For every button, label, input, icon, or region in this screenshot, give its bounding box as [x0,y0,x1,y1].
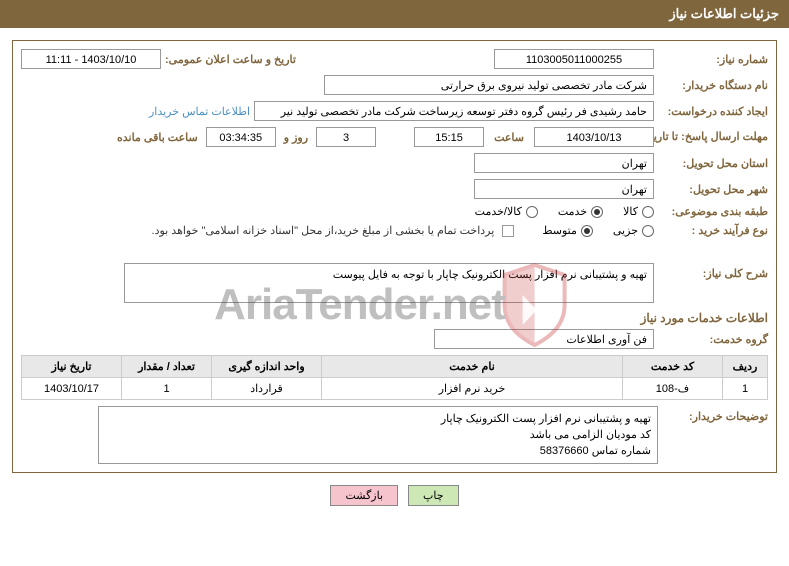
deadline-label: مهلت ارسال پاسخ: تا تاریخ: [658,131,768,143]
purchase-medium-label: متوسط [542,224,577,237]
col-service-code: کد خدمت [623,356,723,378]
buyer-notes-line2: کد مودیان الزامی می باشد [105,427,651,443]
category-service-label: خدمت [558,205,587,218]
cell-num: 1 [723,378,768,400]
buyer-org-label: نام دستگاه خریدار: [658,79,768,92]
deadline-date-field: 1403/10/13 [534,127,654,147]
col-service-name: نام خدمت [322,356,623,378]
table-header-row: ردیف کد خدمت نام خدمت واحد اندازه گیری ت… [22,356,768,378]
time-remaining-label: ساعت باقی مانده [117,131,198,144]
delivery-province-label: استان محل تحویل: [658,157,768,170]
service-group-field: فن آوری اطلاعات [434,329,654,349]
back-button[interactable]: بازگشت [330,485,398,506]
row-need-number: شماره نیاز: 1103005011000255 تاریخ و ساع… [21,49,768,69]
cell-unit: قرارداد [212,378,322,400]
announce-date-field: 1403/10/10 - 11:11 [21,49,161,69]
purchase-minor-label: جزیی [613,224,638,237]
cell-qty: 1 [122,378,212,400]
row-buyer-org: نام دستگاه خریدار: شرکت مادر تخصصی تولید… [21,75,768,95]
cell-code: ف-108 [623,378,723,400]
print-button[interactable]: چاپ [408,485,459,506]
row-deadline: مهلت ارسال پاسخ: تا تاریخ: 1403/10/13 سا… [21,127,768,147]
table-row: 1 ف-108 خرید نرم افزار قرارداد 1 1403/10… [22,378,768,400]
page-header: جزئیات اطلاعات نیاز [0,0,789,28]
time-label: ساعت [494,131,524,144]
row-requester: ایجاد کننده درخواست: حامد رشیدی فر رئیس … [21,101,768,121]
days-and-label: روز و [284,131,308,144]
days-remaining-field: 3 [316,127,376,147]
buyer-contact-link[interactable]: اطلاعات تماس خریدار [149,105,250,118]
purchase-medium-item[interactable]: متوسط [542,224,593,237]
category-both-item[interactable]: کالا/خدمت [475,205,538,218]
delivery-province-field: تهران [474,153,654,173]
row-need-desc: شرح کلی نیاز: تهیه و پشتیبانی نرم افزار … [21,263,768,303]
buyer-notes-field: تهیه و پشتیبانی نرم افزار پست الکترونیک … [98,406,658,464]
category-label: طبقه بندی موضوعی: [658,205,768,218]
category-radio-group: کالا خدمت کالا/خدمت [475,205,654,218]
treasury-note: پرداخت تمام یا بخشی از مبلغ خرید،از محل … [152,224,495,237]
requester-label: ایجاد کننده درخواست: [658,105,768,118]
col-need-date: تاریخ نیاز [22,356,122,378]
row-buyer-notes: توضیحات خریدار: تهیه و پشتیبانی نرم افزا… [21,406,768,464]
col-row: ردیف [723,356,768,378]
service-group-label: گروه خدمت: [658,333,768,346]
buyer-notes-line1: تهیه و پشتیبانی نرم افزار پست الکترونیک … [105,411,651,427]
buyer-org-field: شرکت مادر تخصصی تولید نیروی برق حرارتی [324,75,654,95]
category-service-item[interactable]: خدمت [558,205,603,218]
row-category: طبقه بندی موضوعی: کالا خدمت کالا/خدمت [21,205,768,218]
service-info-heading: اطلاعات خدمات مورد نیاز [21,311,768,325]
cell-name: خرید نرم افزار [322,378,623,400]
buyer-notes-label: توضیحات خریدار: [658,406,768,423]
radio-icon [591,206,603,218]
need-desc-label: شرح کلی نیاز: [658,263,768,280]
purchase-type-label: نوع فرآیند خرید : [658,224,768,237]
category-goods-label: کالا [623,205,638,218]
time-remaining-field: 03:34:35 [206,127,276,147]
treasury-checkbox[interactable] [502,225,514,237]
purchase-type-radio-group: جزیی متوسط [542,224,654,237]
category-both-label: کالا/خدمت [475,205,522,218]
need-number-label: شماره نیاز: [658,53,768,66]
category-goods-item[interactable]: کالا [623,205,654,218]
main-panel: شماره نیاز: 1103005011000255 تاریخ و ساع… [12,40,777,473]
radio-icon [581,225,593,237]
col-unit: واحد اندازه گیری [212,356,322,378]
row-delivery-city: شهر محل تحویل: تهران [21,179,768,199]
radio-icon [642,206,654,218]
delivery-city-field: تهران [474,179,654,199]
radio-icon [526,206,538,218]
need-number-field: 1103005011000255 [494,49,654,69]
cell-date: 1403/10/17 [22,378,122,400]
buyer-notes-line3: شماره تماس 58376660 [105,443,651,459]
delivery-city-label: شهر محل تحویل: [658,183,768,196]
announce-date-label: تاریخ و ساعت اعلان عمومی: [165,53,296,66]
row-delivery-province: استان محل تحویل: تهران [21,153,768,173]
header-title: جزئیات اطلاعات نیاز [669,6,779,21]
row-purchase-type: نوع فرآیند خرید : جزیی متوسط پرداخت تمام… [21,224,768,237]
deadline-time-field: 15:15 [414,127,484,147]
radio-icon [642,225,654,237]
button-row: چاپ بازگشت [0,485,789,506]
need-desc-field: تهیه و پشتیبانی نرم افزار پست الکترونیک … [124,263,654,303]
services-table: ردیف کد خدمت نام خدمت واحد اندازه گیری ت… [21,355,768,400]
col-quantity: تعداد / مقدار [122,356,212,378]
purchase-minor-item[interactable]: جزیی [613,224,654,237]
requester-field: حامد رشیدی فر رئیس گروه دفتر توسعه زیرسا… [254,101,654,121]
row-service-group: گروه خدمت: فن آوری اطلاعات [21,329,768,349]
